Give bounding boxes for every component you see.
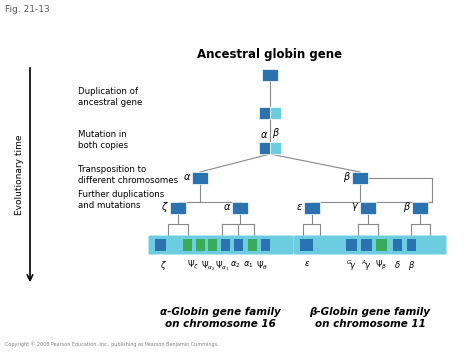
Text: $\alpha_1$: $\alpha_1$ (243, 259, 253, 269)
Text: $^A\!\gamma$: $^A\!\gamma$ (361, 259, 371, 273)
Bar (270, 107, 281, 119)
Bar (155, 239, 166, 251)
Bar (221, 239, 230, 251)
Text: Further duplications
and mutations: Further duplications and mutations (78, 190, 164, 210)
Text: Mutation in
both copies: Mutation in both copies (78, 130, 128, 150)
Text: $\beta$: $\beta$ (343, 170, 351, 184)
Bar (259, 107, 270, 119)
Text: $\Psi_{\alpha_1}$: $\Psi_{\alpha_1}$ (215, 259, 229, 273)
Bar (261, 239, 270, 251)
Text: β-Globin gene family
on chromosome 11: β-Globin gene family on chromosome 11 (310, 307, 430, 329)
Bar (234, 239, 243, 251)
Text: Evolutionary time: Evolutionary time (16, 135, 25, 215)
Bar (360, 202, 376, 214)
Bar (248, 239, 257, 251)
Bar (192, 172, 208, 184)
Text: $\Psi_\theta$: $\Psi_\theta$ (256, 259, 268, 272)
Bar (361, 239, 372, 251)
Text: $\Psi_{\alpha_2}$: $\Psi_{\alpha_2}$ (201, 259, 215, 273)
Text: $\alpha$: $\alpha$ (260, 130, 268, 140)
Bar (376, 239, 387, 251)
Bar (407, 239, 416, 251)
Text: Duplication of
ancestral gene: Duplication of ancestral gene (78, 87, 142, 107)
Text: $\delta$: $\delta$ (393, 259, 401, 270)
Text: $\zeta$: $\zeta$ (160, 259, 166, 272)
Bar (196, 239, 205, 251)
Bar (412, 202, 428, 214)
Text: α-Globin gene family
on chromosome 16: α-Globin gene family on chromosome 16 (160, 307, 281, 329)
Bar (352, 172, 368, 184)
Text: $\gamma$: $\gamma$ (351, 201, 359, 213)
Text: Ancestral globin gene: Ancestral globin gene (198, 48, 343, 61)
Bar (270, 142, 281, 154)
Text: $\beta$: $\beta$ (409, 259, 416, 272)
Bar (393, 239, 402, 251)
Text: $\alpha_2$: $\alpha_2$ (230, 259, 240, 269)
Text: $\varepsilon$: $\varepsilon$ (304, 259, 310, 268)
Text: $\alpha$: $\alpha$ (182, 172, 191, 182)
Bar (232, 202, 248, 214)
Bar (304, 202, 320, 214)
Text: $\zeta$: $\zeta$ (161, 200, 169, 214)
Text: $\alpha$: $\alpha$ (223, 202, 231, 212)
Text: $\beta$: $\beta$ (403, 200, 411, 214)
FancyBboxPatch shape (293, 235, 447, 255)
Bar (346, 239, 357, 251)
Text: Copyright © 2008 Pearson Education, Inc., publishing as Pearson Benjamin Cumming: Copyright © 2008 Pearson Education, Inc.… (5, 342, 219, 347)
Text: $\Psi_\zeta$: $\Psi_\zeta$ (187, 259, 199, 272)
Text: $\Psi_\beta$: $\Psi_\beta$ (375, 259, 387, 272)
Bar (300, 239, 313, 251)
FancyBboxPatch shape (148, 235, 293, 255)
Text: $\beta$: $\beta$ (272, 126, 280, 140)
Bar (208, 239, 217, 251)
Text: Fig. 21-13: Fig. 21-13 (5, 5, 50, 14)
Bar (183, 239, 192, 251)
Bar (262, 69, 278, 81)
Bar (170, 202, 186, 214)
Text: $^G\!\gamma$: $^G\!\gamma$ (346, 259, 356, 273)
Text: Transposition to
different chromosomes: Transposition to different chromosomes (78, 165, 178, 185)
Bar (259, 142, 270, 154)
Text: $\varepsilon$: $\varepsilon$ (296, 202, 303, 212)
Bar (420, 239, 429, 251)
